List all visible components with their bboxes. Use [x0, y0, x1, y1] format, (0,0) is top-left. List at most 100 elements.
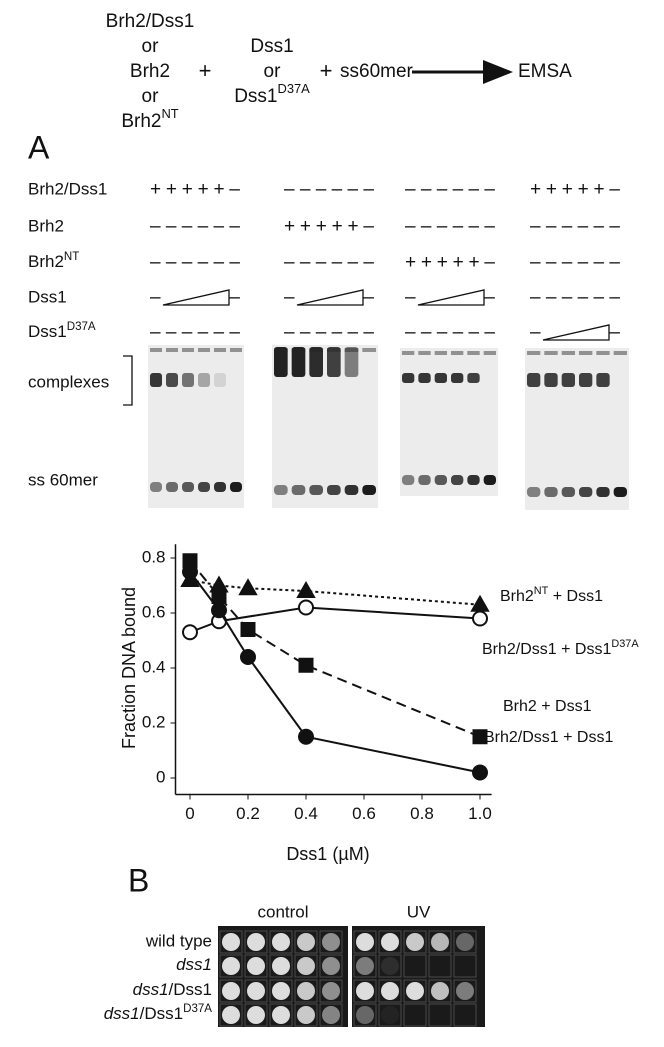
gel-well	[596, 351, 610, 355]
gel-well	[150, 348, 162, 352]
colony-spot	[322, 957, 340, 975]
plate-cell	[269, 979, 293, 1003]
plate-cell	[378, 979, 402, 1003]
y-tick-label: 0	[156, 767, 165, 786]
scheme-text: Brh2NT	[121, 106, 178, 132]
colony-spot	[322, 982, 340, 1000]
gel-complex-band	[291, 347, 306, 377]
gel-free-band	[230, 482, 242, 492]
gel-free-band	[579, 487, 593, 497]
panel-label: B	[128, 862, 149, 898]
plate-cell	[319, 954, 343, 978]
colony-spot	[297, 982, 315, 1000]
plate-cell	[244, 1003, 268, 1027]
plate-cell	[219, 930, 243, 954]
scheme-readout: EMSA	[518, 61, 572, 82]
scheme-text: or	[142, 86, 160, 107]
plate-cell	[378, 1003, 402, 1027]
gel-complex-band	[579, 373, 593, 387]
panel-label: A	[28, 129, 50, 165]
strain-label: wild type	[145, 931, 212, 950]
colony-spot	[272, 1006, 290, 1024]
plate-cell	[378, 930, 402, 954]
gel-well	[362, 348, 376, 352]
gel-complex-band	[344, 347, 359, 377]
gel-well	[483, 351, 496, 355]
marker	[240, 649, 256, 665]
colony-spot	[431, 933, 449, 951]
marker	[238, 578, 258, 596]
colony-spot	[406, 933, 424, 951]
lane-signs: ––––––	[284, 252, 374, 273]
lane-signs: ––––––	[284, 179, 374, 200]
y-tick-label: 0.2	[142, 712, 166, 731]
text-part: D37A	[611, 638, 639, 650]
lane-signs: +++++–	[150, 179, 240, 200]
gel-complex-band	[182, 373, 194, 387]
text-part: dss1	[133, 980, 169, 999]
plate-cell	[353, 954, 377, 978]
colony-spot	[247, 933, 265, 951]
colony-spot	[356, 1006, 374, 1024]
plate-cell	[403, 930, 427, 954]
text-part: D37A	[278, 81, 311, 96]
marker	[472, 764, 488, 781]
plate-cell	[294, 979, 318, 1003]
text-part: dss1	[104, 1004, 140, 1023]
x-tick-label: 0	[185, 804, 194, 823]
text-part: dss1	[176, 955, 212, 974]
gel-free-band	[544, 487, 558, 497]
series-line	[189, 579, 481, 606]
marker	[211, 589, 227, 604]
text-part: NT	[534, 585, 549, 597]
plate-cell	[403, 979, 427, 1003]
lane-sign: –	[609, 322, 620, 343]
x-tick-label: 1.0	[468, 804, 492, 823]
gel-well	[579, 351, 593, 355]
colony-spot	[222, 1006, 240, 1024]
gel-well	[214, 348, 226, 352]
lane-sign: –	[229, 287, 240, 308]
text-part: Dss1	[234, 86, 277, 107]
colony-spot	[381, 957, 399, 975]
colony-spot	[272, 933, 290, 951]
concentration-ramp	[417, 289, 485, 306]
strain-label: dss1/Dss1	[133, 980, 212, 999]
text-part: NT	[161, 106, 178, 121]
text-part: + Dss1	[548, 588, 603, 605]
y-tick-label: 0.8	[142, 547, 166, 566]
plate-cell	[403, 1003, 427, 1027]
gel-well	[467, 351, 480, 355]
lane-signs: ––––––	[530, 216, 620, 237]
colony-spot	[356, 957, 374, 975]
colony-spot	[222, 957, 240, 975]
lane-signs: ––––––	[284, 322, 374, 343]
series-label: Brh2/Dss1 + Dss1D37A	[482, 638, 639, 658]
column-label: UV	[407, 902, 431, 921]
gel-well	[230, 348, 242, 352]
gel-well	[402, 351, 415, 355]
gel-complex-band	[166, 373, 178, 387]
colony-spot	[381, 982, 399, 1000]
series-label: Brh2 + Dss1	[503, 698, 592, 715]
gel-free-band	[467, 475, 480, 485]
gel-image	[272, 345, 378, 508]
lane-signs: +++++–	[405, 252, 495, 273]
gel-free-band	[362, 485, 376, 495]
concentration-ramp	[162, 289, 230, 306]
plate-cell	[428, 1003, 452, 1027]
gel-well	[544, 351, 558, 355]
strain-label: dss1/Dss1D37A	[104, 1003, 213, 1023]
plate-cell	[269, 930, 293, 954]
gel-free-band	[166, 482, 178, 492]
marker	[296, 580, 316, 598]
marker	[182, 624, 198, 641]
gel-complex-band	[451, 373, 464, 383]
colony-spot	[322, 933, 340, 951]
plate-cell	[428, 954, 452, 978]
gel-complex-band	[527, 373, 541, 387]
lane-signs: +++++–	[530, 179, 620, 200]
marker	[472, 729, 488, 745]
marker	[211, 602, 227, 619]
